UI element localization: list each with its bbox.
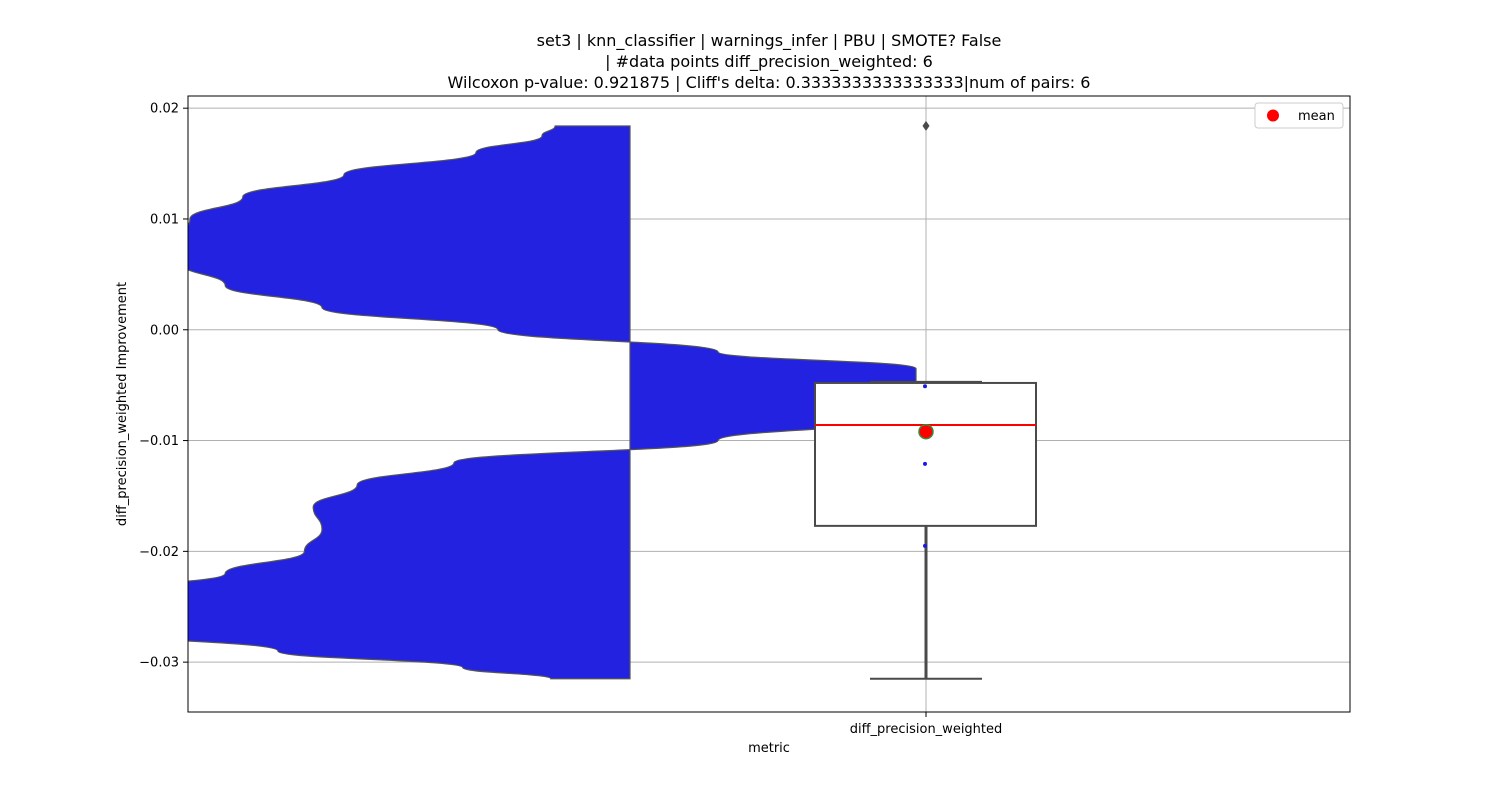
y-axis-label: diff_precision_weighted Improvement xyxy=(115,282,130,526)
mean-marker xyxy=(918,423,934,440)
legend-mean-marker xyxy=(1267,109,1279,122)
title-line-2: | #data points diff_precision_weighted: … xyxy=(605,52,933,72)
legend: mean xyxy=(1254,102,1344,129)
y-tick-label: −0.01 xyxy=(139,434,179,449)
data-point xyxy=(923,543,927,548)
box-plot xyxy=(814,120,1037,680)
x-axis-ticks: diff_precision_weighted xyxy=(850,712,1003,737)
x-tick-label: diff_precision_weighted xyxy=(850,722,1003,737)
legend-mean-label: mean xyxy=(1298,109,1335,124)
x-axis-label: metric xyxy=(748,741,790,756)
box-iqr xyxy=(814,381,1037,527)
plot-frame xyxy=(187,95,1351,713)
violin-body xyxy=(188,125,917,680)
data-point xyxy=(923,461,927,466)
data-point xyxy=(923,384,927,389)
y-axis-ticks: 0.02 0.01 0.00 −0.01 −0.02 −0.03 xyxy=(139,102,188,671)
title-line-1: set3 | knn_classifier | warnings_infer |… xyxy=(537,31,1002,51)
y-tick-label: 0.02 xyxy=(150,102,179,117)
title-line-3: Wilcoxon p-value: 0.921875 | Cliff's del… xyxy=(448,73,1091,92)
violin-plot xyxy=(188,125,917,680)
title: set3 | knn_classifier | warnings_infer |… xyxy=(448,31,1091,92)
outlier-marker xyxy=(922,120,930,131)
y-tick-label: −0.02 xyxy=(139,545,179,560)
y-tick-label: 0.00 xyxy=(150,323,179,338)
y-tick-label: 0.01 xyxy=(150,212,179,227)
y-tick-label: −0.03 xyxy=(139,656,179,671)
legend-box xyxy=(1254,102,1344,129)
